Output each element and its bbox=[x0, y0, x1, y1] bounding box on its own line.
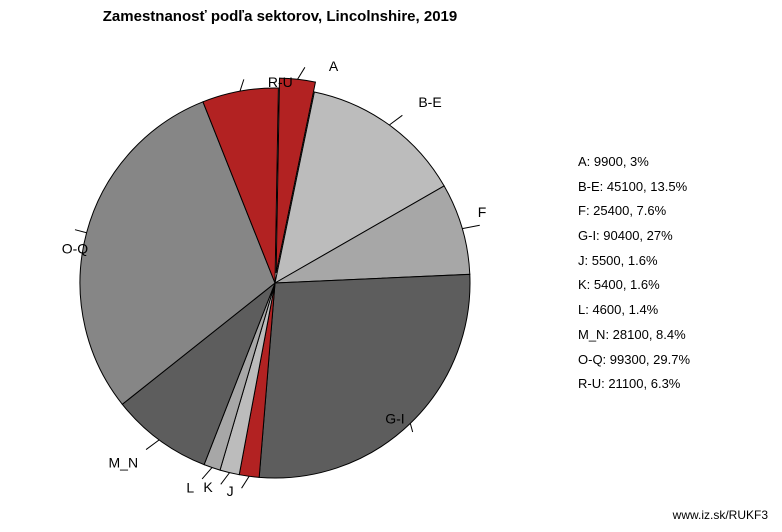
slice-label-gi: G-I bbox=[385, 411, 404, 427]
pie-slice-gi bbox=[259, 274, 470, 478]
slice-label-be: B-E bbox=[418, 94, 441, 110]
legend-row: B-E: 45100, 13.5% bbox=[578, 175, 768, 200]
slice-label-l: L bbox=[186, 480, 194, 496]
legend-row: M_N: 28100, 8.4% bbox=[578, 323, 768, 348]
slice-leader bbox=[298, 67, 305, 79]
legend-row: K: 5400, 1.6% bbox=[578, 273, 768, 298]
slice-leader bbox=[75, 230, 87, 233]
legend-row: O-Q: 99300, 29.7% bbox=[578, 348, 768, 373]
legend: A: 9900, 3%B-E: 45100, 13.5%F: 25400, 7.… bbox=[578, 150, 768, 397]
pie-chart-area: A B-E F G-I JKL M_N O-Q R-U bbox=[0, 0, 560, 532]
slice-label-mn: M_N bbox=[109, 454, 139, 470]
slice-leader bbox=[242, 476, 250, 488]
slice-leader bbox=[410, 423, 412, 432]
legend-row: A: 9900, 3% bbox=[578, 150, 768, 175]
pie-chart-svg: A B-E F G-I JKL M_N O-Q R-U bbox=[0, 0, 560, 532]
slice-label-a: A bbox=[329, 58, 339, 74]
legend-row: J: 5500, 1.6% bbox=[578, 249, 768, 274]
slice-label-f: F bbox=[478, 204, 487, 220]
slice-label-k: K bbox=[203, 479, 213, 495]
slice-label-j: J bbox=[227, 483, 234, 499]
slice-leader bbox=[462, 225, 480, 228]
slice-leader bbox=[240, 79, 244, 91]
legend-row: F: 25400, 7.6% bbox=[578, 199, 768, 224]
source-link: www.iz.sk/RUKF3 bbox=[673, 508, 768, 522]
legend-row: R-U: 21100, 6.3% bbox=[578, 372, 768, 397]
legend-row: G-I: 90400, 27% bbox=[578, 224, 768, 249]
legend-row: L: 4600, 1.4% bbox=[578, 298, 768, 323]
slice-label-ru: R-U bbox=[268, 74, 293, 90]
slice-label-oq: O-Q bbox=[62, 240, 89, 256]
slice-leader bbox=[146, 440, 159, 450]
slice-leader bbox=[202, 468, 212, 479]
slice-leader bbox=[389, 115, 402, 125]
